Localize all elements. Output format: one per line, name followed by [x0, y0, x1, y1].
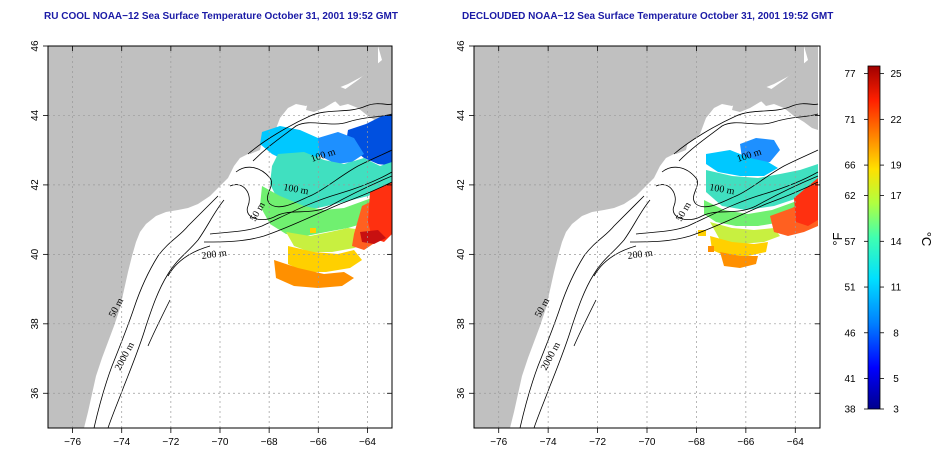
y-tick-label: 44	[30, 109, 41, 121]
fahrenheit-tick-label: 66	[844, 161, 856, 172]
contour-label: 100 m	[282, 182, 309, 197]
fahrenheit-tick-label: 38	[844, 405, 856, 416]
temperature-colorbar: 25 77 22 71 19 66 17 62 14 57 11 51 8 46 5 41 3 38 °F °C	[830, 65, 934, 416]
celsius-tick-label: 17	[890, 191, 902, 202]
colorbar-ticks: 25 77 22 71 19 66 17 62 14 57 11 51 8 46 5 41 3 38	[844, 69, 902, 415]
fahrenheit-tick-label: 41	[844, 374, 856, 385]
y-tick-label: 36	[30, 387, 41, 399]
y-tick-label: 40	[456, 248, 467, 260]
y-tick-label: 38	[30, 318, 41, 330]
x-tick-label: −66	[737, 437, 754, 448]
y-tick-label: 46	[30, 40, 41, 52]
y-tick-label: 42	[30, 179, 41, 191]
x-tick-label: −66	[310, 437, 327, 448]
fahrenheit-tick-label: 57	[844, 237, 856, 248]
celsius-tick-label: 5	[893, 374, 899, 385]
right-panel-title: DECLOUDED NOAA−12 Sea Surface Temperatur…	[462, 11, 834, 22]
left-panel-title: RU COOL NOAA−12 Sea Surface Temperature …	[44, 11, 398, 22]
contour-label: 200 m	[627, 248, 654, 262]
x-tick-label: −70	[639, 437, 656, 448]
x-tick-label: −72	[162, 437, 179, 448]
celsius-tick-label: 8	[893, 328, 899, 339]
x-tick-label: −72	[589, 437, 606, 448]
left-graticule	[48, 46, 392, 428]
right-graticule	[474, 46, 820, 428]
fahrenheit-tick-label: 62	[844, 191, 856, 202]
contour-label: 100 m	[708, 182, 735, 197]
celsius-unit-label: °C	[919, 232, 934, 247]
y-tick-label: 46	[456, 40, 467, 52]
celsius-tick-label: 22	[890, 115, 902, 126]
x-tick-label: −70	[212, 437, 229, 448]
celsius-tick-label: 19	[890, 161, 902, 172]
x-tick-label: −74	[540, 437, 557, 448]
fahrenheit-tick-label: 77	[844, 69, 856, 80]
celsius-tick-label: 14	[890, 237, 902, 248]
x-tick-label: −68	[261, 437, 278, 448]
y-tick-label: 36	[456, 387, 467, 399]
x-tick-label: −64	[359, 437, 376, 448]
y-tick-label: 44	[456, 109, 467, 121]
fahrenheit-tick-label: 71	[844, 115, 856, 126]
y-tick-label: 40	[30, 248, 41, 260]
fahrenheit-unit-label: °F	[830, 232, 845, 245]
x-tick-label: −74	[113, 437, 130, 448]
x-tick-label: −68	[688, 437, 705, 448]
colorbar-gradient	[867, 65, 881, 410]
fahrenheit-tick-label: 46	[844, 328, 856, 339]
x-tick-label: −76	[490, 437, 507, 448]
y-tick-label: 38	[456, 318, 467, 330]
y-tick-label: 42	[456, 179, 467, 191]
fahrenheit-tick-label: 51	[844, 283, 856, 294]
left-axis: −76 −74 −72 −70 −68 −66 −64 36 38 40 42 44 46	[30, 40, 392, 448]
celsius-tick-label: 25	[890, 69, 902, 80]
contour-label: 200 m	[201, 248, 228, 262]
x-tick-label: −64	[787, 437, 804, 448]
celsius-tick-label: 3	[893, 405, 899, 416]
celsius-tick-label: 11	[891, 283, 902, 294]
x-tick-label: −76	[64, 437, 81, 448]
right-axis: −76 −74 −72 −70 −68 −66 −64 36 38 40 42 44 46	[456, 40, 820, 448]
